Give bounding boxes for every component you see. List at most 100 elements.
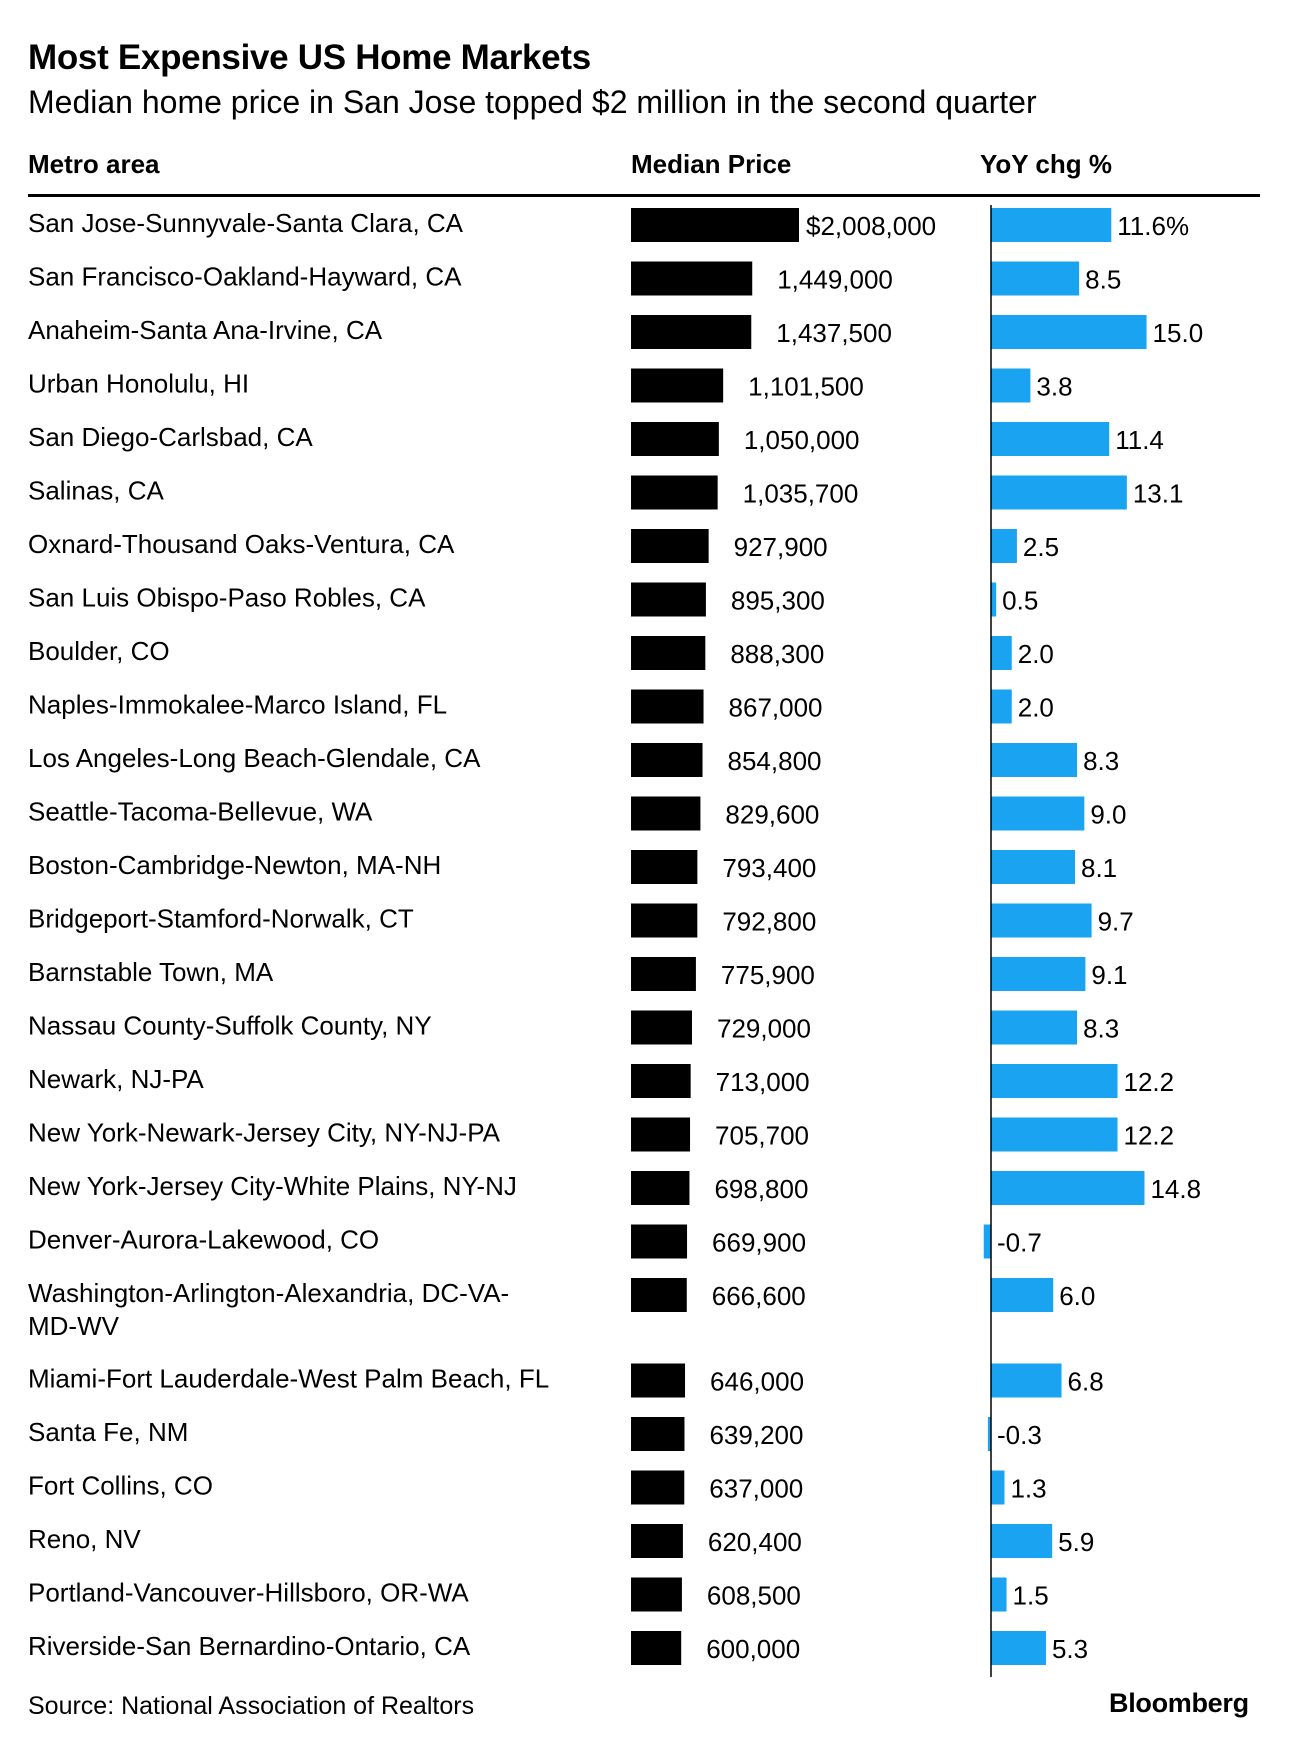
price-label-0: $2,008,000 (806, 211, 936, 241)
metro-label-5: Salinas, CA (28, 476, 164, 506)
change-label-2: 15.0 (1153, 318, 1204, 348)
price-label-13: 792,800 (722, 907, 816, 937)
metro-label-7: San Luis Obispo-Paso Robles, CA (28, 583, 426, 613)
price-label-7: 895,300 (731, 586, 825, 616)
change-bar-1 (991, 261, 1080, 296)
change-label-21: 6.8 (1068, 1367, 1104, 1397)
metro-label-6: Oxnard-Thousand Oaks-Ventura, CA (28, 529, 455, 559)
metro-label-20-line1: MD-WV (28, 1311, 120, 1341)
metro-label-18: New York-Jersey City-White Plains, NY-NJ (28, 1171, 517, 1201)
metro-label-16: Newark, NJ-PA (28, 1064, 204, 1094)
change-label-0: 11.6% (1117, 211, 1189, 241)
change-label-25: 1.5 (1013, 1581, 1049, 1611)
change-label-17: 12.2 (1124, 1121, 1175, 1151)
price-bar-21 (631, 1363, 686, 1398)
change-label-12: 8.1 (1081, 853, 1117, 883)
change-bar-3 (991, 368, 1031, 403)
change-bar-20 (991, 1278, 1054, 1312)
change-bar-7 (991, 582, 997, 617)
price-bar-0 (631, 208, 799, 242)
metro-label-22: Santa Fe, NM (28, 1417, 188, 1447)
price-label-3: 1,101,500 (748, 372, 864, 402)
change-label-15: 8.3 (1083, 1014, 1119, 1044)
price-label-20: 666,600 (712, 1281, 806, 1311)
price-label-24: 620,400 (708, 1527, 802, 1557)
column-header-change: YoY chg % (980, 149, 1112, 179)
metro-label-3: Urban Honolulu, HI (28, 369, 249, 399)
change-bar-19 (983, 1224, 991, 1259)
price-label-21: 646,000 (710, 1367, 804, 1397)
metro-label-20: Washington-Arlington-Alexandria, DC-VA- (28, 1278, 509, 1308)
change-bar-18 (991, 1171, 1145, 1205)
price-bar-20 (631, 1278, 687, 1312)
change-label-19: -0.7 (997, 1228, 1042, 1258)
metro-label-26: Riverside-San Bernardino-Ontario, CA (28, 1631, 471, 1661)
price-bar-7 (631, 582, 706, 617)
price-bar-14 (631, 957, 696, 991)
metro-label-23: Fort Collins, CO (28, 1471, 213, 1501)
price-label-9: 867,000 (729, 693, 823, 723)
metro-label-14: Barnstable Town, MA (28, 957, 274, 987)
metro-label-8: Boulder, CO (28, 636, 170, 666)
price-bar-3 (631, 368, 724, 403)
metro-label-21: Miami-Fort Lauderdale-West Palm Beach, F… (28, 1364, 549, 1394)
metro-label-25: Portland-Vancouver-Hillsboro, OR-WA (28, 1578, 469, 1608)
column-header-metro: Metro area (28, 149, 160, 179)
change-label-23: 1.3 (1010, 1474, 1046, 1504)
price-label-6: 927,900 (734, 532, 828, 562)
change-label-7: 0.5 (1002, 586, 1038, 616)
change-bar-21 (991, 1363, 1062, 1398)
source-note: Source: National Association of Realtors (28, 1692, 475, 1720)
metro-label-19: Denver-Aurora-Lakewood, CO (28, 1225, 379, 1255)
price-label-8: 888,300 (730, 639, 824, 669)
chart-title: Most Expensive US Home Markets (28, 38, 591, 77)
price-bar-18 (631, 1171, 690, 1205)
change-bar-2 (991, 315, 1147, 349)
change-label-3: 3.8 (1036, 372, 1072, 402)
price-bar-4 (631, 422, 719, 456)
price-bar-13 (631, 903, 698, 938)
change-bar-16 (991, 1064, 1118, 1098)
metro-label-4: San Diego-Carlsbad, CA (28, 422, 313, 452)
column-header-price: Median Price (631, 149, 792, 179)
metro-label-13: Bridgeport-Stamford-Norwalk, CT (28, 904, 414, 934)
price-bar-8 (631, 636, 706, 670)
price-bar-26 (631, 1631, 682, 1665)
metro-label-24: Reno, NV (28, 1524, 141, 1554)
change-label-26: 5.3 (1052, 1634, 1088, 1664)
price-label-14: 775,900 (721, 960, 815, 990)
price-label-4: 1,050,000 (744, 425, 860, 455)
price-bar-15 (631, 1010, 692, 1045)
change-bar-0 (991, 208, 1112, 242)
change-bar-11 (991, 796, 1085, 831)
change-label-16: 12.2 (1124, 1067, 1175, 1097)
chart-subtitle: Median home price in San Jose topped $2 … (28, 84, 1037, 120)
price-label-22: 639,200 (709, 1420, 803, 1450)
price-bar-5 (631, 475, 718, 510)
price-label-17: 705,700 (715, 1121, 809, 1151)
price-bar-19 (631, 1224, 688, 1259)
price-label-10: 854,800 (728, 746, 822, 776)
change-bar-5 (991, 475, 1127, 510)
change-bar-9 (991, 689, 1012, 724)
price-label-5: 1,035,700 (743, 479, 859, 509)
change-label-10: 8.3 (1083, 746, 1119, 776)
price-bar-1 (631, 261, 753, 296)
change-label-9: 2.0 (1018, 693, 1054, 723)
change-label-5: 13.1 (1133, 479, 1184, 509)
metro-label-17: New York-Newark-Jersey City, NY-NJ-PA (28, 1118, 501, 1148)
price-label-18: 698,800 (714, 1174, 808, 1204)
price-label-19: 669,900 (712, 1228, 806, 1258)
change-bar-6 (991, 529, 1017, 563)
change-bar-8 (991, 636, 1012, 670)
change-bar-25 (991, 1577, 1007, 1612)
price-bar-25 (631, 1577, 682, 1612)
metro-label-11: Seattle-Tacoma-Bellevue, WA (28, 797, 373, 827)
header-rule (28, 194, 1260, 197)
change-bar-4 (991, 422, 1110, 456)
price-label-16: 713,000 (716, 1067, 810, 1097)
change-bar-13 (991, 903, 1092, 938)
price-label-26: 600,000 (706, 1634, 800, 1664)
price-bar-2 (631, 315, 752, 349)
